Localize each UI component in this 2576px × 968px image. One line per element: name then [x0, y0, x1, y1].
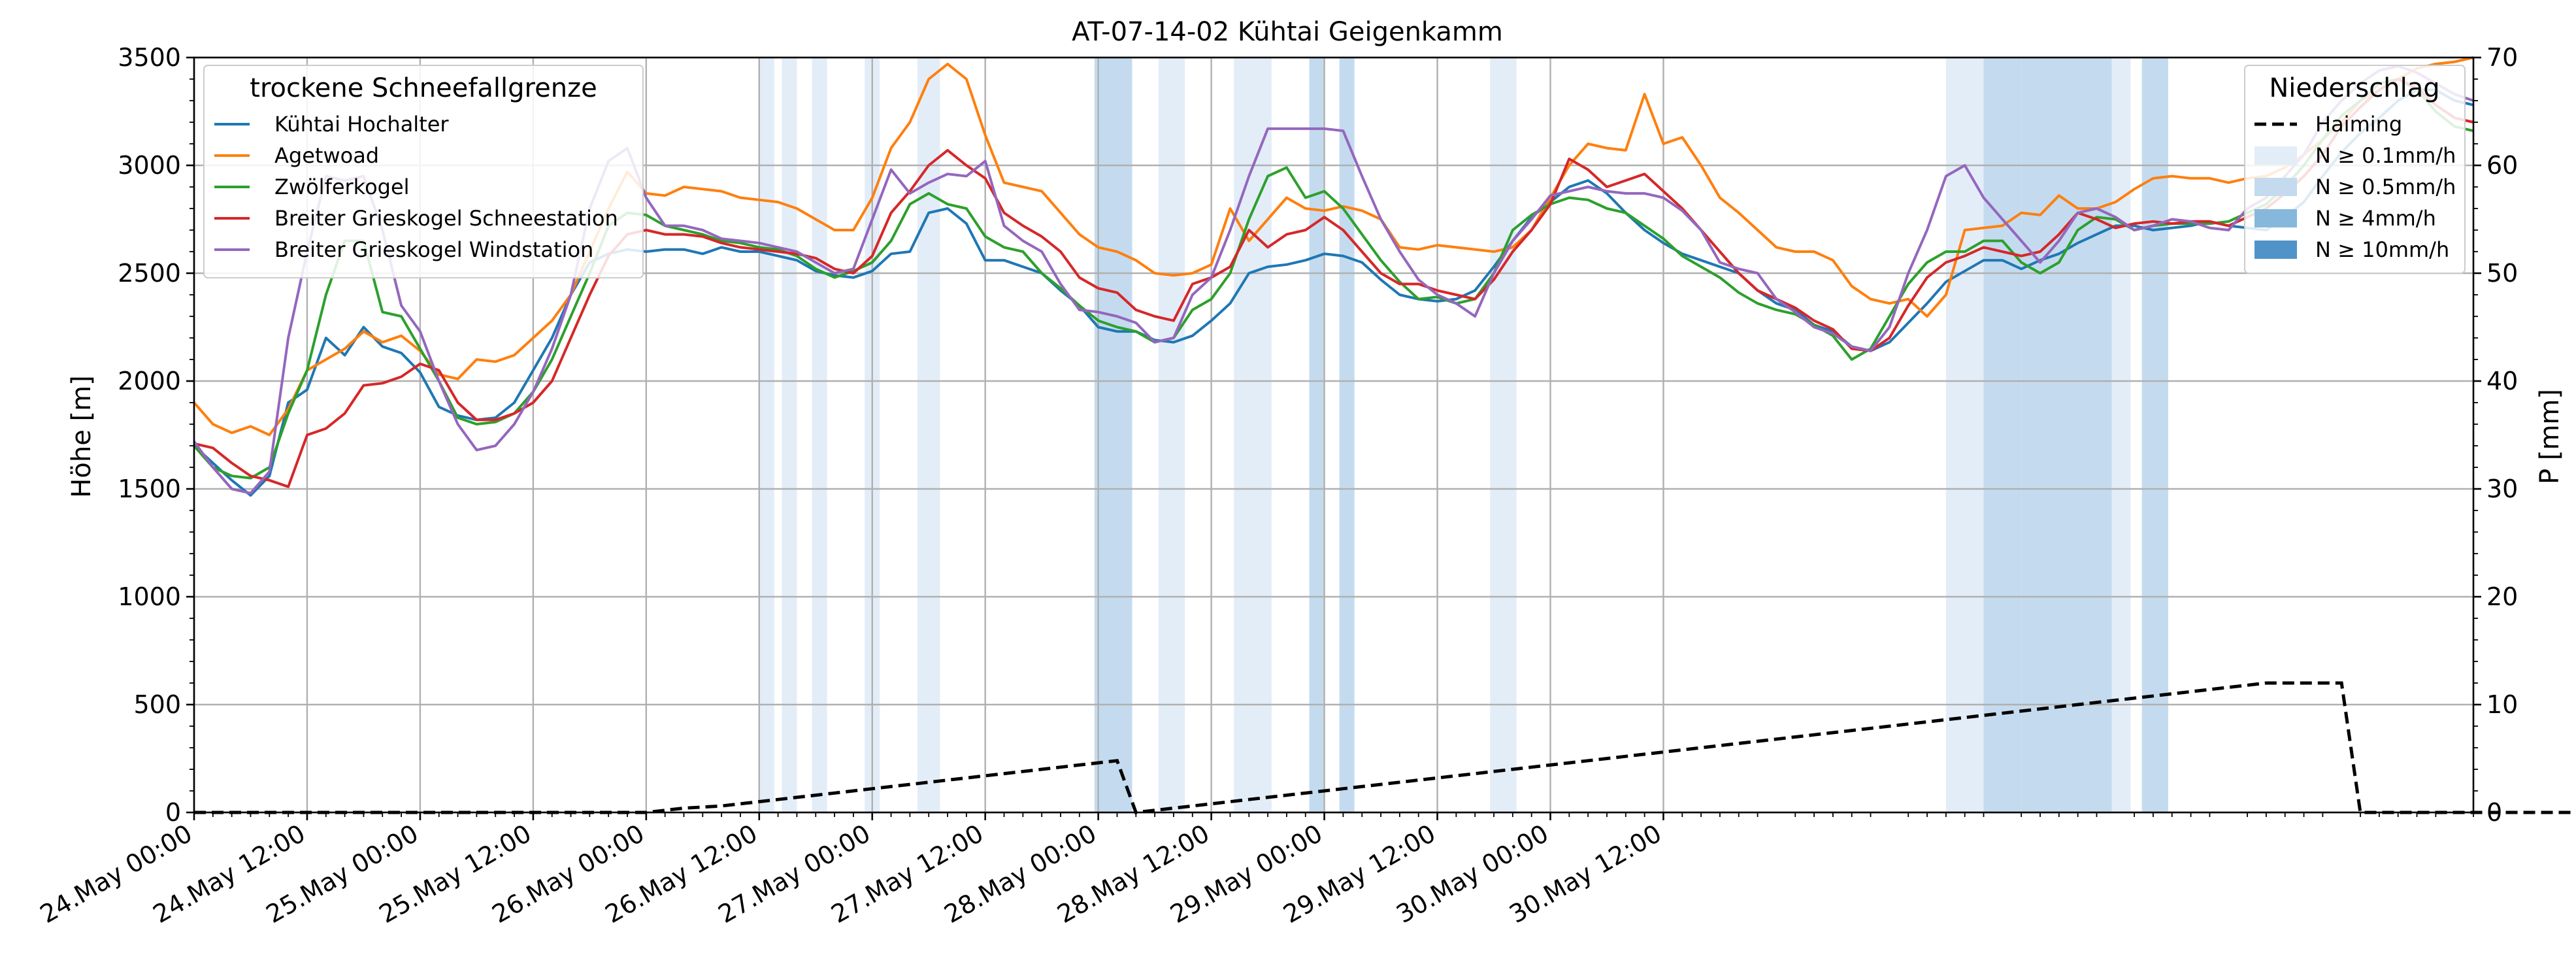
- y-tick-label-5: 2500: [118, 259, 181, 288]
- precip-band-4: [917, 58, 940, 812]
- precip-legend-band-label-0: N ≥ 0.1mm/h: [2315, 143, 2456, 168]
- precip-band-12: [1983, 58, 2022, 812]
- precip-band-7: [1234, 58, 1272, 812]
- precip-band-14: [2111, 58, 2131, 812]
- station-legend-title: trockene Schneefallgrenze: [250, 73, 597, 103]
- precip-band-0: [759, 58, 774, 812]
- y-tick-label-7: 3500: [118, 43, 181, 72]
- station-legend: trockene Schneefallgrenze Kühtai Hochalt…: [203, 65, 644, 278]
- precip-legend-band-swatch-1: [2254, 178, 2297, 196]
- legend-entry-2: Zwölferkogel: [274, 175, 410, 199]
- precip-band-9: [1339, 58, 1355, 812]
- station-legend-frame: [203, 65, 644, 278]
- y2-tick-label-7: 70: [2486, 43, 2518, 72]
- y2-tick-label-5: 50: [2486, 259, 2518, 288]
- series-line-4: [193, 65, 2474, 495]
- precip-legend-band-swatch-0: [2254, 146, 2297, 165]
- precip-legend-line-label: Haiming: [2315, 112, 2402, 137]
- y2-tick-label-3: 30: [2486, 475, 2518, 503]
- precip-legend-band-swatch-3: [2254, 241, 2297, 259]
- y2-tick-label-2: 20: [2486, 582, 2518, 611]
- legend-entry-1: Agetwoad: [274, 143, 379, 168]
- y2-tick-label-0: 0: [2486, 798, 2502, 827]
- precip-band-11: [1945, 58, 1984, 812]
- y-tick-label-4: 2000: [118, 367, 181, 395]
- y2-tick-label-6: 60: [2486, 151, 2518, 180]
- precip-legend-band-label-1: N ≥ 0.5mm/h: [2315, 175, 2456, 199]
- station-legend-items: Kühtai Hochalter Agetwoad Zwölferkogel Brei…: [214, 112, 618, 262]
- y-axis-title-left: Höhe [m]: [67, 375, 97, 497]
- y-axis-title-right: P [mm]: [2535, 389, 2565, 484]
- legend-entry-0: Kühtai Hochalter: [274, 112, 449, 137]
- y-tick-label-0: 0: [165, 798, 181, 827]
- precip-band-1: [782, 58, 797, 812]
- precip-band-2: [812, 58, 827, 812]
- series-line-3: [193, 78, 2474, 488]
- y2-tick-label-4: 40: [2486, 367, 2518, 395]
- y-tick-label-1: 500: [133, 690, 181, 719]
- precip-legend-band-label-2: N ≥ 4mm/h: [2315, 206, 2436, 231]
- series-group: [193, 56, 2576, 814]
- y2-tick-label-1: 10: [2486, 690, 2518, 719]
- precip-bands: [759, 58, 2169, 812]
- legend-entry-4: Breiter Grieskogel Windstation: [274, 237, 593, 262]
- y-tick-label-2: 1000: [118, 582, 181, 611]
- precip-legend-frame: [2244, 65, 2466, 274]
- precip-band-6: [1158, 58, 1185, 812]
- precip-legend: Niederschlag Haiming N ≥ 0.1mm/h N ≥ 0.5mm…: [2244, 65, 2466, 274]
- precip-legend-title: Niederschlag: [2269, 73, 2439, 103]
- y-tick-label-3: 1500: [118, 475, 181, 503]
- precip-legend-items: Haiming N ≥ 0.1mm/h N ≥ 0.5mm/h N ≥ 4mm/h N …: [2254, 112, 2456, 262]
- precip-band-10: [1490, 58, 1517, 812]
- plot-frame: [193, 56, 2475, 814]
- precip-band-8: [1309, 58, 1325, 812]
- precip-band-13: [2021, 58, 2112, 812]
- precip-legend-band-swatch-2: [2254, 209, 2297, 227]
- chart-title: AT-07-14-02 Kühtai Geigenkamm: [1072, 17, 1503, 47]
- precip-line: [194, 681, 2576, 814]
- y-tick-label-6: 3000: [118, 151, 181, 180]
- legend-entry-3: Breiter Grieskogel Schneestation: [274, 206, 618, 231]
- precip-legend-band-label-3: N ≥ 10mm/h: [2315, 237, 2449, 262]
- precip-band-15: [2141, 58, 2169, 812]
- precip-band-5: [1094, 58, 1132, 812]
